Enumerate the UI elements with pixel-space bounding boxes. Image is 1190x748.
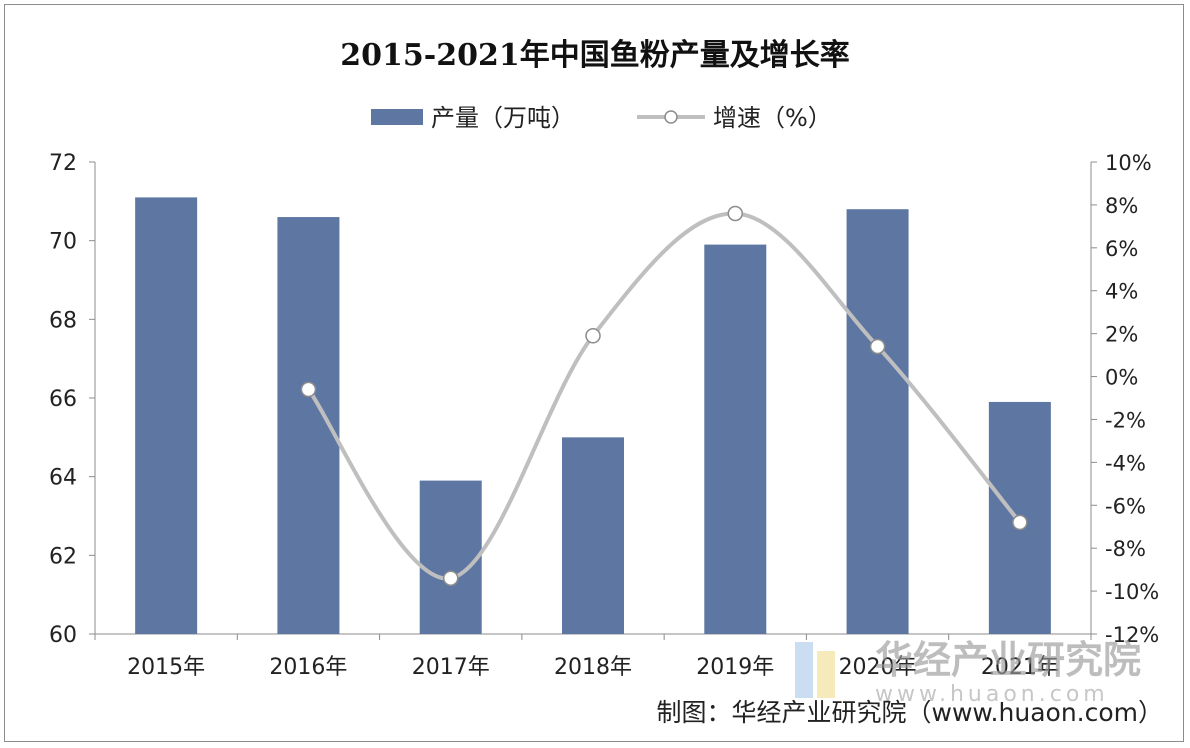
watermark-logo-yellow <box>817 651 835 698</box>
x-tick-label: 2021年 <box>981 655 1059 680</box>
chart-svg: 2015-2021年中国鱼粉产量及增长率 产量（万吨） 增速（%） 60 62 64… <box>49 38 1163 727</box>
y-left-tick-label: 62 <box>49 544 77 569</box>
y-right-tick-label: -10% <box>1105 580 1159 604</box>
y-left-tick-label: 66 <box>49 387 77 412</box>
y-left-tick-label: 60 <box>49 623 77 648</box>
line-point <box>442 570 459 586</box>
legend-line-marker <box>664 110 678 124</box>
watermark-name: 华经产业研究院 <box>875 638 1141 682</box>
chart-title: 2015-2021年中国鱼粉产量及增长率 <box>340 38 849 73</box>
y-right-tick-label: -4% <box>1105 451 1146 475</box>
legend: 产量（万吨） 增速（%） <box>371 104 832 132</box>
y-left-tick-label: 68 <box>49 308 77 333</box>
y-right-tick-label: -6% <box>1105 494 1146 518</box>
line-point <box>869 338 886 355</box>
x-tick-label: 2019年 <box>696 655 774 680</box>
line-point <box>1012 514 1028 531</box>
y-right-tick-label: 10% <box>1105 151 1152 175</box>
bar <box>419 480 482 634</box>
y-right-tick-label: -2% <box>1105 408 1146 432</box>
legend-line-label: 增速（%） <box>713 104 832 132</box>
x-tick-label: 2017年 <box>412 655 490 680</box>
y-right-tick-label: -12% <box>1105 623 1159 647</box>
y-right-tick-label: 2% <box>1105 323 1138 347</box>
watermark-logo-blue <box>795 642 813 698</box>
growth-line <box>306 211 1022 581</box>
x-tick-label: 2015年 <box>127 655 205 680</box>
watermark: 华经产业研究院 www.huaon.com <box>795 638 1141 707</box>
y-right-tick-label: 6% <box>1105 237 1138 261</box>
y-right-tick-label: 4% <box>1105 280 1138 304</box>
line-point <box>300 381 317 398</box>
x-tick-label: 2018年 <box>554 655 632 680</box>
bar <box>846 209 909 634</box>
bar-series <box>135 197 1051 635</box>
source-credit: 制图：华经产业研究院（www.huaon.com） <box>657 698 1163 727</box>
line-point <box>585 328 601 344</box>
y-left-tick-label: 64 <box>49 466 77 491</box>
bar <box>704 244 767 634</box>
y-right-tick-label: -8% <box>1105 537 1146 561</box>
legend-bar-label: 产量（万吨） <box>431 104 575 132</box>
line-point <box>727 205 744 222</box>
watermark-url: www.huaon.com <box>875 682 1109 707</box>
y-left-tick-label: 70 <box>49 230 77 255</box>
tick-labels: 60 62 64 66 68 70 72 -12% -10% -8% -6% -4% -2% 0% 2% 4%… <box>49 151 1159 680</box>
bar <box>562 437 624 634</box>
x-tick-label: 2016年 <box>269 655 347 680</box>
y-left-tick-label: 72 <box>49 151 77 176</box>
x-tick-label: 2020年 <box>839 655 917 680</box>
legend-bar-swatch <box>371 109 423 125</box>
line-series <box>300 205 1028 586</box>
bar <box>135 197 198 634</box>
y-right-tick-label: 8% <box>1105 194 1138 218</box>
chart-frame: 2015-2021年中国鱼粉产量及增长率 产量（万吨） 增速（%） 60 62 64… <box>4 4 1184 742</box>
y-right-tick-label: 0% <box>1105 366 1138 390</box>
